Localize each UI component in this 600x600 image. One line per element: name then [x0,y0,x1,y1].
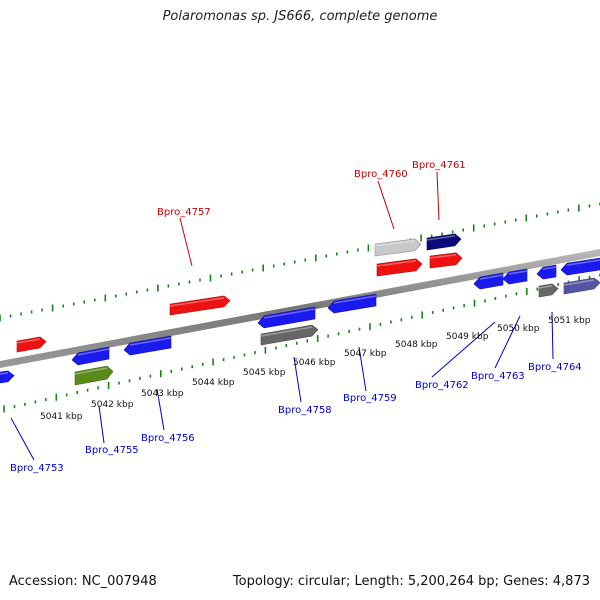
gene-label-bpro-4760[interactable]: Bpro_4760 [354,169,408,180]
gene-bpro-4761 [429,252,463,269]
callout-bpro-4753 [10,417,35,461]
gene-bpro-4759-highlight [333,295,377,304]
accession-text: Accession: NC_007948 [9,574,157,589]
gene-bpro-4756-highlight [129,337,172,346]
gene-features [0,233,600,386]
gene-bpro-4755 [74,365,114,386]
gene-label-bpro-4758[interactable]: Bpro_4758 [278,405,332,416]
gene-bpro-4757 [169,295,231,316]
genome-summary-text: Topology: circular; Length: 5,200,264 bp… [232,574,590,589]
gene-light-gray [374,238,422,257]
gene-reverse-b-highlight [542,266,557,270]
gene-label-bpro-4761[interactable]: Bpro_4761 [412,160,466,171]
callout-bpro-4763 [494,315,521,369]
callout-bpro-4755 [98,405,105,444]
gene-label-bpro-4756[interactable]: Bpro_4756 [141,433,195,444]
gene-light-gray-highlight [374,240,416,247]
kbp-label: 5048 kbp [395,340,438,350]
gene-bpro-4760-highlight [376,260,417,267]
gene-bpro-4763-highlight [508,270,528,275]
kbp-label: 5050 kbp [497,324,540,334]
kbp-label: 5049 kbp [446,332,489,342]
gene-label-bpro-4753[interactable]: Bpro_4753 [10,463,64,474]
gene-bpro-4761-highlight [429,254,457,259]
gene-reverse-a-highlight [77,348,110,356]
gene-gray-a-highlight [260,326,313,337]
callout-bpro-4759 [358,346,367,392]
gene-bpro-4760 [376,258,423,277]
gene-bpro-4758-highlight [263,308,316,319]
gene-navy [426,233,462,251]
gene-gray-c-highlight [563,279,595,286]
callout-bpro-4764 [551,311,554,360]
callout-bpro-4760 [377,180,395,230]
map-title: Polaromonas sp. JS666, complete genome [162,9,438,24]
gene-reverse-edge-highlight [0,372,9,375]
gene-label-bpro-4763[interactable]: Bpro_4763 [471,371,525,382]
gene-bpro-4764 [560,257,600,276]
callout-bpro-4761 [436,171,440,221]
gene-label-bpro-4755[interactable]: Bpro_4755 [85,445,139,456]
label-callouts [10,171,554,461]
callout-bpro-4757 [179,217,193,267]
gene-forward-left [16,336,47,353]
gene-gray-b-highlight [538,285,553,289]
callout-bpro-4762 [431,321,496,378]
gene-bpro-4757-highlight [169,297,225,307]
gene-bpro-4762-highlight [479,274,504,280]
kbp-label: 5043 kbp [141,389,184,399]
gene-label-bpro-4764[interactable]: Bpro_4764 [528,362,582,373]
kbp-label: 5051 kbp [548,316,591,326]
callout-bpro-4756 [156,388,165,431]
gene-gray-a [260,324,319,346]
gene-forward-left-highlight [16,338,41,344]
callout-bpro-4758 [293,356,302,403]
kbp-label: 5047 kbp [344,349,387,359]
gene-bpro-4764-highlight [566,259,600,266]
kbp-label: 5042 kbp [91,400,134,410]
gene-label-bpro-4759[interactable]: Bpro_4759 [343,393,397,404]
outer-tick-track [0,202,600,322]
kbp-label: 5044 kbp [192,378,235,388]
gene-label-bpro-4762[interactable]: Bpro_4762 [415,380,469,391]
gene-gray-c [563,277,600,295]
kbp-label: 5045 kbp [243,368,286,378]
gene-label-bpro-4757[interactable]: Bpro_4757 [157,207,211,218]
gene-navy-highlight [426,235,456,241]
kbp-label: 5041 kbp [40,412,83,422]
kbp-label: 5046 kbp [293,358,336,368]
chromosome-backbone [0,249,600,368]
inner-tick-track [3,273,600,413]
gene-bpro-4755-highlight [74,367,108,375]
